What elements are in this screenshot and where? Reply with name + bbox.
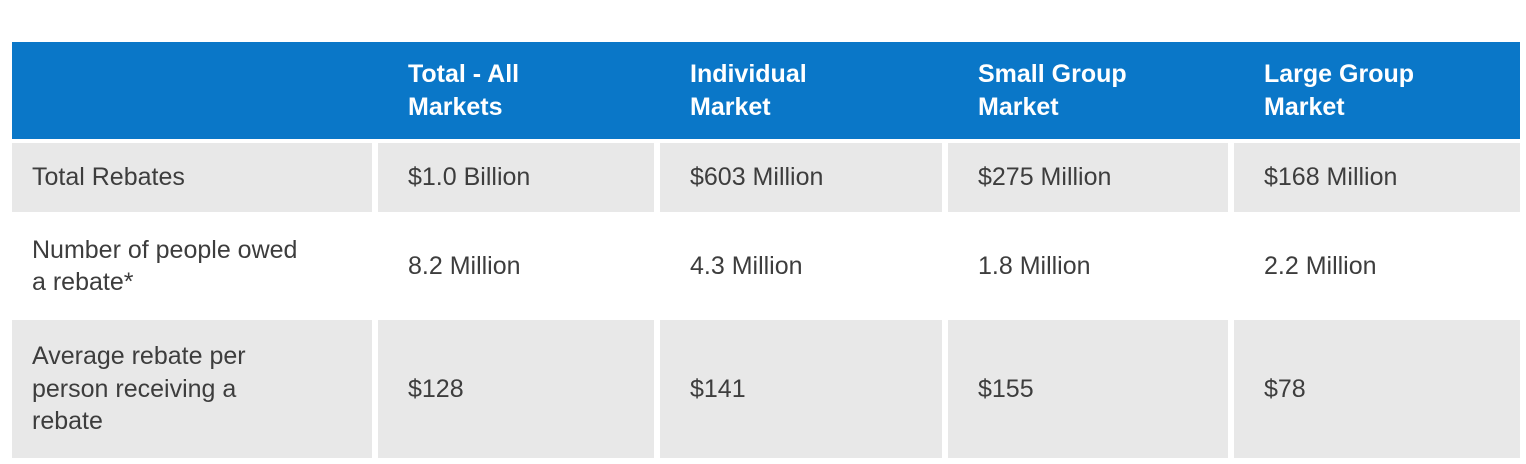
cell-value: 8.2 Million (408, 251, 521, 280)
header-cell-empty (12, 42, 372, 139)
cell-value: 1.8 Million (978, 251, 1091, 280)
cell-value: $78 (1264, 374, 1306, 403)
cell-value: $275 Million (978, 163, 1112, 192)
row-label-cell: Average rebate per person receiving a re… (12, 320, 372, 458)
cell-value: $141 (690, 374, 746, 403)
row-label-cell: Number of people owed a rebate* (12, 212, 372, 320)
header-cell-large-group-market: Large Group Market (1234, 42, 1520, 139)
table-row-people-owed: Number of people owed a rebate* 8.2 Mill… (12, 212, 1520, 320)
row-label: Number of people owed a rebate* (32, 235, 298, 297)
value-cell: 2.2 Million (1234, 212, 1520, 320)
column-header-label: Individual Market (690, 60, 807, 121)
cell-value: $128 (408, 374, 464, 403)
row-label: Average rebate per person receiving a re… (32, 342, 246, 436)
cell-value: 2.2 Million (1264, 251, 1377, 280)
value-cell: 1.8 Million (948, 212, 1228, 320)
header-cell-total-all-markets: Total - All Markets (378, 42, 654, 139)
header-cell-small-group-market: Small Group Market (948, 42, 1228, 139)
cell-value: $603 Million (690, 163, 824, 192)
value-cell: $1.0 Billion (378, 143, 654, 212)
cell-value: $1.0 Billion (408, 163, 531, 192)
value-cell: $141 (660, 320, 942, 458)
cell-value: $168 Million (1264, 163, 1398, 192)
value-cell: $168 Million (1234, 143, 1520, 212)
row-label: Total Rebates (32, 163, 185, 192)
header-cell-individual-market: Individual Market (660, 42, 942, 139)
value-cell: 4.3 Million (660, 212, 942, 320)
value-cell: $78 (1234, 320, 1520, 458)
cell-value: $155 (978, 374, 1034, 403)
table-row-total-rebates: Total Rebates $1.0 Billion $603 Million … (12, 143, 1520, 212)
rebates-table: Total - All Markets Individual Market Sm… (12, 42, 1520, 458)
column-header-label: Total - All Markets (408, 60, 520, 121)
value-cell: $275 Million (948, 143, 1228, 212)
table-header-row: Total - All Markets Individual Market Sm… (12, 42, 1520, 139)
column-header-label: Small Group Market (978, 60, 1127, 121)
value-cell: $603 Million (660, 143, 942, 212)
value-cell: 8.2 Million (378, 212, 654, 320)
row-label-cell: Total Rebates (12, 143, 372, 212)
column-header-label: Large Group Market (1264, 60, 1415, 121)
value-cell: $128 (378, 320, 654, 458)
cell-value: 4.3 Million (690, 251, 803, 280)
value-cell: $155 (948, 320, 1228, 458)
table-row-average-rebate: Average rebate per person receiving a re… (12, 320, 1520, 458)
